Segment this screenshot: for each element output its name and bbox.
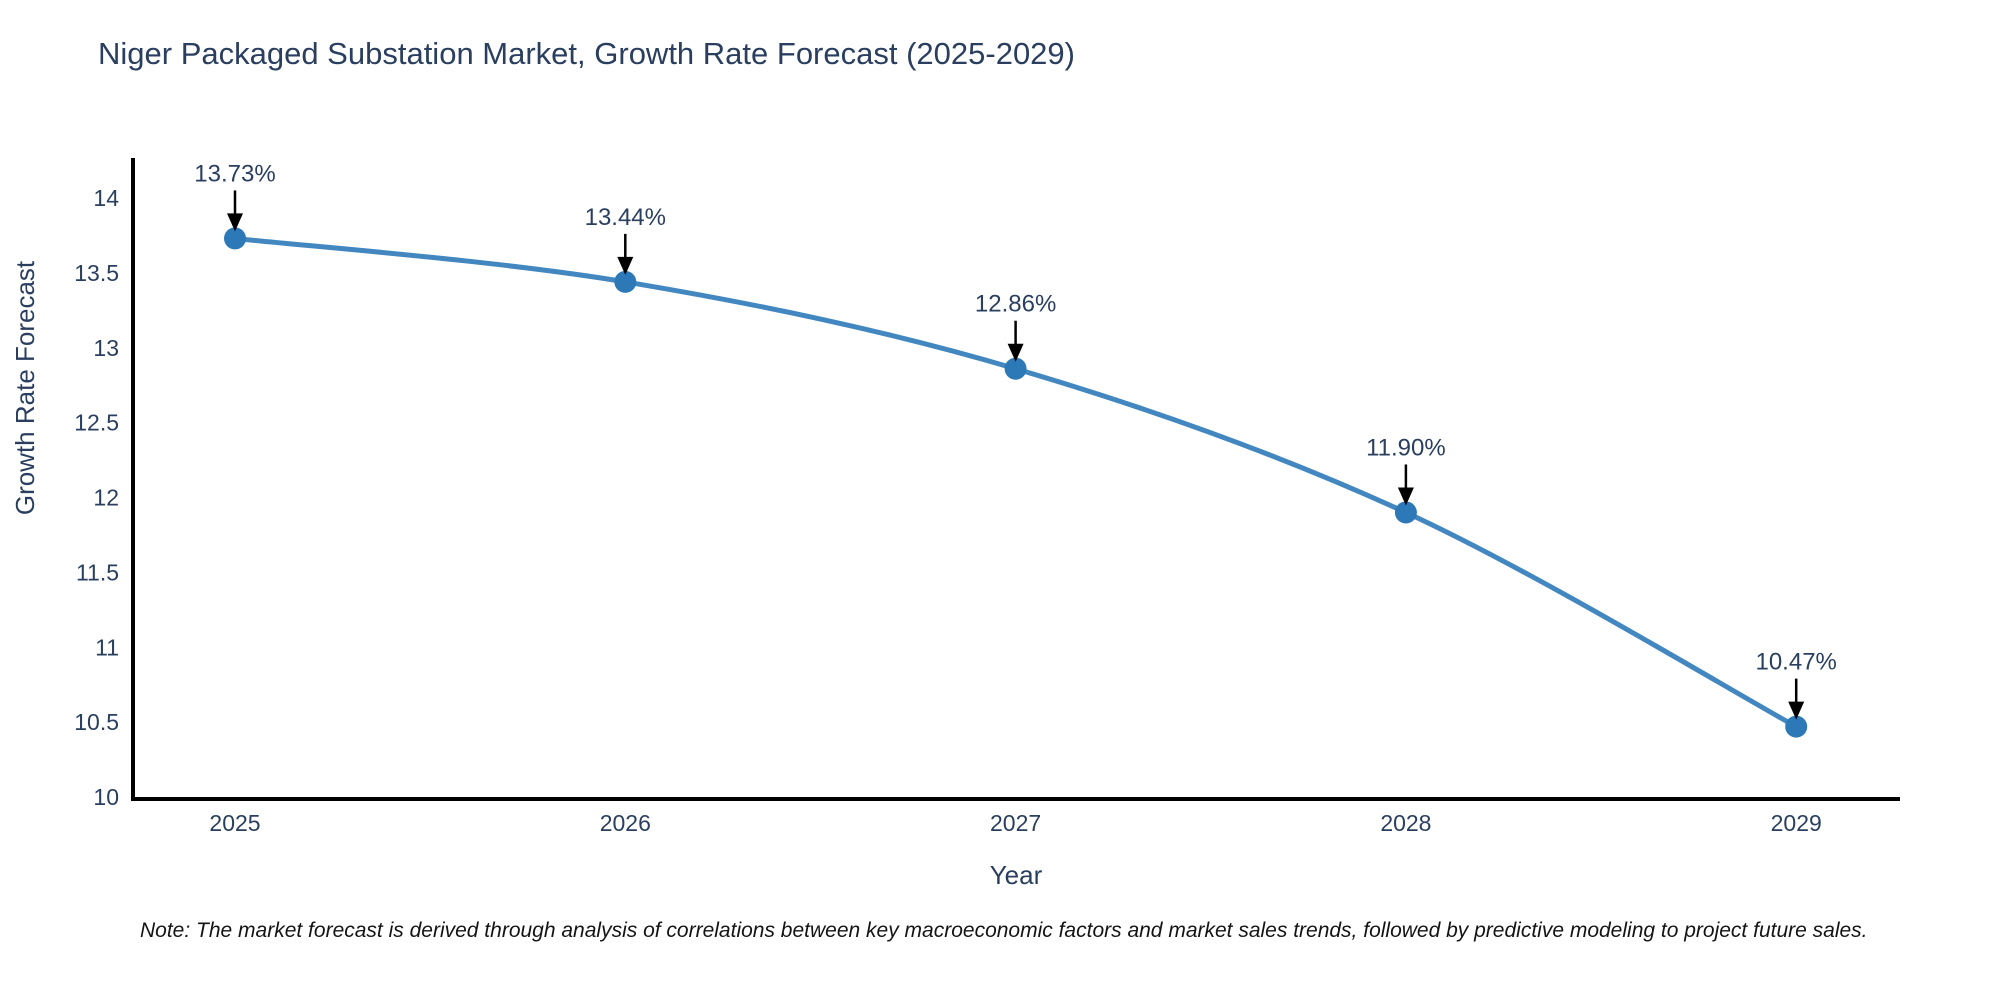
data-point-marker	[224, 227, 246, 250]
data-point-marker	[1004, 357, 1027, 380]
y-tick-label: 12	[93, 485, 119, 511]
data-point-marker	[1785, 715, 1808, 738]
y-tick-label: 10	[93, 784, 119, 810]
y-tick-label: 13	[93, 335, 119, 361]
annotation-arrowhead-icon	[1007, 343, 1024, 362]
x-tick-label: 2025	[209, 810, 260, 836]
annotation-arrowhead-icon	[617, 256, 634, 275]
y-tick-label: 14	[93, 185, 119, 211]
data-point-label: 13.44%	[585, 204, 666, 231]
annotation-arrowhead-icon	[1397, 487, 1414, 506]
y-tick-label: 12.5	[74, 410, 119, 436]
chart-title: Niger Packaged Substation Market, Growth…	[98, 36, 1075, 71]
footnote: Note: The market forecast is derived thr…	[140, 919, 1868, 942]
x-tick-label: 2026	[600, 810, 651, 836]
y-tick-label: 11.5	[76, 559, 119, 585]
y-axis-title: Growth Rate Forecast	[10, 260, 40, 515]
x-tick-label: 2027	[990, 810, 1041, 836]
annotation-arrowhead-icon	[227, 213, 243, 232]
data-point-label: 13.73%	[194, 160, 275, 187]
x-tick-label: 2029	[1771, 810, 1822, 836]
data-point-marker	[1394, 501, 1417, 524]
data-point-label: 11.90%	[1366, 434, 1446, 461]
annotation-arrowhead-icon	[1788, 701, 1805, 720]
y-tick-label: 13.5	[74, 260, 119, 286]
x-tick-label: 2028	[1380, 810, 1431, 836]
data-point-label: 12.86%	[975, 291, 1056, 318]
y-tick-label: 10.5	[74, 709, 119, 735]
data-point-label: 10.47%	[1755, 649, 1836, 676]
data-point-marker	[614, 270, 637, 293]
x-axis-title: Year	[990, 860, 1043, 890]
y-tick-label: 11	[95, 634, 119, 660]
